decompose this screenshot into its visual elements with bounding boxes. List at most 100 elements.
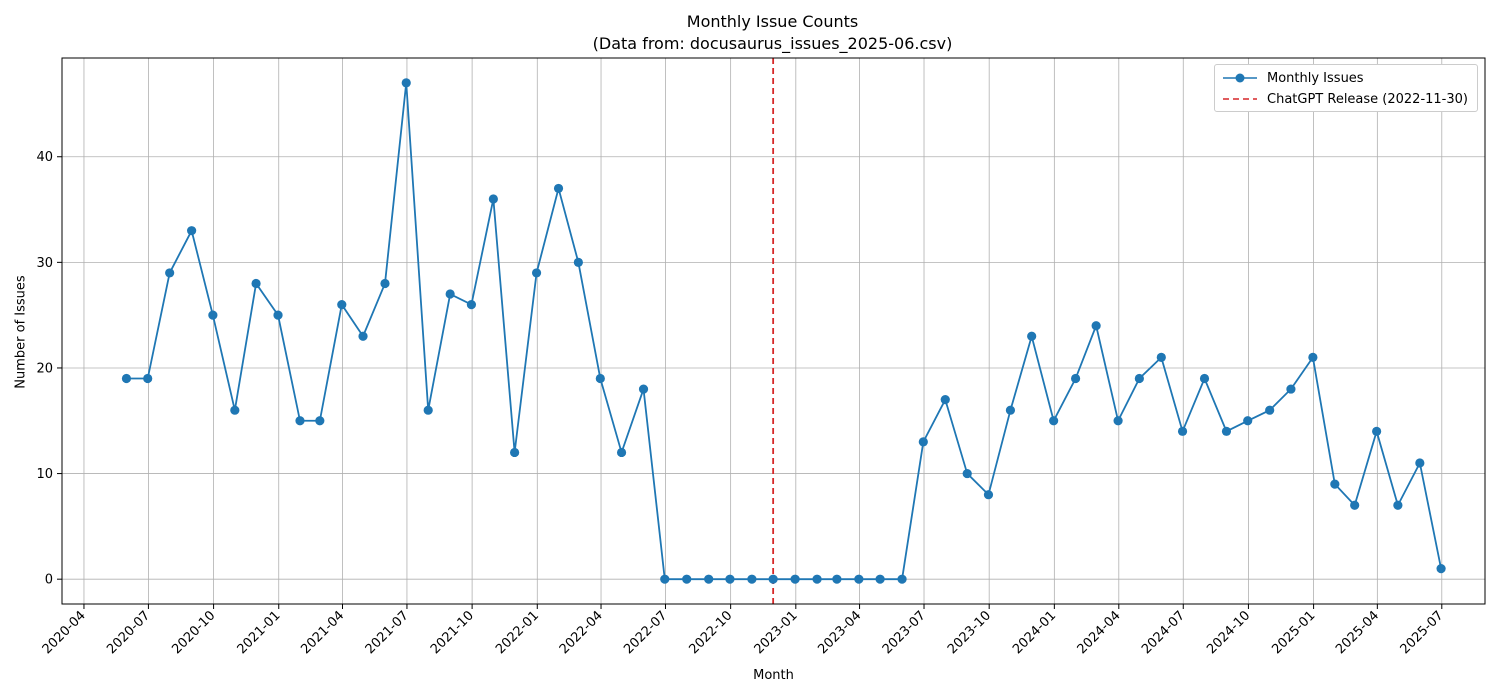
data-point <box>1330 479 1340 489</box>
data-point <box>616 447 627 458</box>
x-tick-label: 2020-04 <box>40 608 89 657</box>
data-point <box>1027 331 1037 341</box>
data-point <box>1070 373 1081 384</box>
data-point <box>832 574 842 584</box>
chart-subtitle: (Data from: docusaurus_issues_2025-06.cs… <box>592 34 953 53</box>
data-point <box>401 78 411 88</box>
x-tick-label: 2023-01 <box>752 608 801 657</box>
data-point <box>445 289 455 299</box>
data-point <box>875 574 885 584</box>
legend-label-reference-line: ChatGPT Release (2022-11-30) <box>1267 91 1468 107</box>
data-point <box>1199 373 1210 384</box>
x-tick-label: 2023-10 <box>945 608 994 657</box>
x-axis-label: Month <box>753 668 794 683</box>
x-tick-label: 2025-07 <box>1398 608 1447 657</box>
x-tick-label: 2020-07 <box>104 608 153 657</box>
legend-label-monthly-issues: Monthly Issues <box>1267 70 1364 86</box>
y-tick-label: 30 <box>36 256 53 271</box>
data-point <box>510 447 520 458</box>
data-point <box>1156 352 1166 363</box>
data-point <box>1372 426 1382 436</box>
data-point <box>1177 426 1188 436</box>
data-point <box>918 437 928 447</box>
data-point <box>337 299 347 310</box>
data-point <box>1113 416 1123 426</box>
legend: Monthly Issues ChatGPT Release (2022-11-… <box>1214 64 1478 112</box>
x-tick-label: 2021-01 <box>235 608 284 657</box>
data-point <box>747 574 757 584</box>
y-tick-label: 20 <box>36 361 53 376</box>
data-point <box>1221 426 1232 436</box>
data-point <box>143 373 153 384</box>
y-tick-label: 40 <box>36 150 53 165</box>
data-point <box>315 416 325 426</box>
x-tick-label: 2022-10 <box>686 608 735 657</box>
axes-frame <box>61 57 1486 605</box>
y-tick-label: 0 <box>45 573 53 588</box>
data-point <box>273 310 283 320</box>
y-axis-label: Number of Issues <box>13 275 29 389</box>
y-tick-label: 10 <box>36 467 53 482</box>
data-point <box>295 416 305 426</box>
legend-line-marker-icon <box>1223 73 1257 83</box>
data-point <box>962 468 972 479</box>
data-point <box>1393 500 1403 510</box>
data-point <box>187 226 197 236</box>
x-tick-label: 2025-01 <box>1269 608 1318 657</box>
data-point <box>790 574 800 584</box>
x-tick-label: 2022-07 <box>621 608 670 657</box>
data-point <box>768 574 778 584</box>
x-tick-label: 2021-07 <box>363 608 412 657</box>
data-point <box>1415 458 1425 468</box>
legend-item-monthly-issues: Monthly Issues <box>1223 68 1364 88</box>
data-point <box>940 395 950 405</box>
series-group <box>121 78 1446 584</box>
x-tick-label: 2021-04 <box>298 608 347 657</box>
data-point <box>983 490 994 500</box>
x-tick-label: 2023-07 <box>880 608 929 657</box>
data-point <box>165 268 175 278</box>
legend-item-reference-line: ChatGPT Release (2022-11-30) <box>1223 89 1468 109</box>
data-point <box>208 310 218 320</box>
data-point <box>230 405 240 415</box>
data-point <box>1005 405 1016 415</box>
data-point <box>531 268 542 278</box>
data-point <box>553 183 564 194</box>
data-point <box>488 194 498 204</box>
x-tick-label: 2024-10 <box>1204 608 1253 657</box>
data-point <box>704 574 714 584</box>
data-point <box>380 278 390 289</box>
x-tick-label: 2024-01 <box>1010 608 1059 657</box>
data-point <box>1265 405 1275 415</box>
data-point <box>121 373 132 384</box>
data-point <box>251 278 261 289</box>
ticks: 2020-04 2020-07 2020-10 2021-01 2021-04 2021-… <box>36 150 1446 657</box>
x-tick-label: 2022-01 <box>493 608 542 657</box>
x-tick-label: 2021-10 <box>428 608 477 657</box>
data-point <box>1243 416 1253 426</box>
legend-dashed-line-icon <box>1223 98 1257 100</box>
data-point <box>854 574 864 584</box>
x-tick-label: 2024-07 <box>1139 608 1188 657</box>
data-point <box>897 574 907 584</box>
x-tick-label: 2024-04 <box>1075 608 1124 657</box>
data-point <box>1134 373 1144 384</box>
data-point <box>682 574 692 584</box>
data-point <box>466 299 477 310</box>
x-tick-label: 2022-04 <box>557 608 606 657</box>
x-tick-label: 2025-04 <box>1333 608 1382 657</box>
data-point <box>1436 564 1446 574</box>
x-tick-label: 2023-04 <box>815 608 864 657</box>
data-point <box>1308 352 1318 363</box>
series-line <box>126 82 1442 581</box>
data-point <box>573 257 583 267</box>
data-point <box>1091 321 1101 331</box>
data-point <box>1049 416 1059 426</box>
data-point <box>725 574 735 584</box>
chart-title: Monthly Issue Counts <box>686 12 859 31</box>
data-point <box>595 373 605 384</box>
data-point <box>638 384 649 394</box>
data-point <box>1350 500 1360 510</box>
data-point <box>423 405 433 415</box>
